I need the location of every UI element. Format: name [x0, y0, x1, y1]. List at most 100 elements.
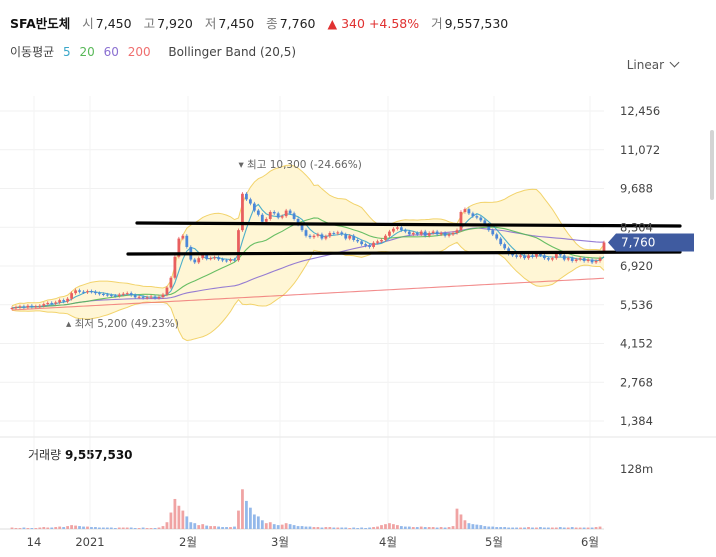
- volume-bar: [98, 527, 101, 529]
- volume-bar: [296, 526, 300, 529]
- ma-label[interactable]: 이동평균: [10, 45, 55, 59]
- candle: [324, 236, 328, 239]
- volume-bar: [562, 527, 566, 529]
- candle: [344, 234, 348, 239]
- volume-bar: [467, 523, 471, 529]
- volume-bar: [523, 527, 526, 529]
- candle: [157, 297, 161, 299]
- candle: [173, 256, 177, 278]
- indicator-legend: 이동평균 5 20 60 200 Bollinger Band (20,5): [10, 43, 301, 60]
- volume-bar: [129, 527, 133, 529]
- candle: [225, 260, 228, 262]
- candle: [471, 213, 475, 217]
- volume-bar: [388, 523, 391, 529]
- volume-bar: [439, 527, 443, 529]
- volume-bar: [145, 528, 149, 530]
- volume-bar: [487, 526, 491, 529]
- candle: [419, 231, 423, 235]
- open-value: 7,450: [95, 16, 132, 31]
- candle: [384, 235, 387, 240]
- last-price-label: 7,760: [621, 235, 655, 249]
- volume-bar: [153, 528, 157, 530]
- candle: [427, 232, 431, 236]
- volume-bar: [300, 526, 304, 529]
- volume-bar: [491, 526, 495, 529]
- volume-bar: [574, 527, 578, 529]
- ma200-legend[interactable]: 200: [127, 45, 151, 59]
- volume-bar: [113, 528, 117, 530]
- candle: [380, 239, 383, 242]
- candle: [360, 241, 364, 245]
- candle: [483, 220, 487, 225]
- close-label: 종: [266, 16, 278, 31]
- candle: [145, 297, 149, 299]
- volume-bar: [427, 527, 431, 529]
- scale-toggle[interactable]: Linear: [627, 57, 680, 72]
- volume-bar: [578, 527, 582, 529]
- volume-bar: [256, 516, 260, 529]
- last-price-badge: [608, 233, 694, 252]
- y-tick-label: 8,304: [620, 220, 653, 234]
- candle: [38, 305, 42, 307]
- candle: [26, 305, 30, 308]
- candle: [292, 213, 296, 219]
- x-tick-label: 6월: [581, 535, 599, 549]
- candle: [328, 232, 332, 237]
- volume-bar: [455, 508, 459, 529]
- x-tick-label: 4월: [379, 535, 397, 549]
- ma20-legend[interactable]: 20: [79, 45, 95, 59]
- candle: [90, 291, 93, 293]
- candle: [284, 210, 288, 217]
- annotation-low: ▴ 최저 5,200 (49.23%): [66, 318, 179, 330]
- volume-panel-title: 거래량 9,557,530: [28, 446, 133, 463]
- x-tick-label: 5월: [485, 535, 503, 549]
- volume-value: 9,557,530: [444, 16, 509, 31]
- close-value: 7,760: [279, 16, 316, 31]
- volume-bar: [519, 527, 522, 529]
- volume-bar: [280, 524, 284, 529]
- volume-bar: [62, 527, 66, 529]
- volume-bar: [70, 525, 73, 529]
- change-percent: +4.58%: [368, 16, 420, 31]
- candle: [415, 232, 419, 235]
- volume-bar: [352, 527, 356, 529]
- volume-bar: [415, 527, 419, 529]
- candle: [296, 218, 300, 225]
- volume-bar: [245, 500, 248, 529]
- volume-bar: [105, 527, 109, 529]
- high-value: 7,920: [157, 16, 193, 31]
- volume-bar: [348, 528, 352, 530]
- bollinger-legend[interactable]: Bollinger Band (20,5): [168, 45, 297, 59]
- y-tick-label: 12,456: [620, 104, 660, 118]
- volume-bar: [173, 498, 177, 529]
- candle: [574, 259, 578, 261]
- volume-bar: [396, 525, 399, 529]
- candle: [141, 296, 145, 298]
- candle: [443, 232, 447, 236]
- ma5-legend[interactable]: 5: [63, 45, 71, 59]
- volume-tick-label: 128m: [620, 462, 653, 476]
- y-tick-label: 11,072: [620, 143, 660, 157]
- volume-bar: [241, 489, 244, 529]
- candle: [22, 306, 26, 308]
- volume-bar: [459, 514, 463, 529]
- candle: [515, 255, 518, 257]
- ma60-legend[interactable]: 60: [103, 45, 119, 59]
- volume-bar: [268, 522, 272, 529]
- volume-bar: [189, 522, 193, 529]
- candle: [78, 290, 81, 292]
- candle: [201, 254, 205, 259]
- open-label: 시: [82, 16, 94, 31]
- volume-bar: [213, 526, 217, 529]
- volume-bar: [328, 527, 332, 529]
- volume-bar: [185, 516, 189, 529]
- volume-bar: [284, 523, 288, 529]
- candle: [356, 239, 360, 242]
- volume-bar: [364, 528, 368, 530]
- annotations: ▾ 최고 10,300 (-24.66%) ▴ 최저 5,200 (49.23%): [66, 159, 362, 330]
- candle: [531, 255, 534, 257]
- bollinger-upper: [11, 164, 605, 307]
- volume-bar: [483, 526, 487, 529]
- volume-bar: [292, 525, 296, 529]
